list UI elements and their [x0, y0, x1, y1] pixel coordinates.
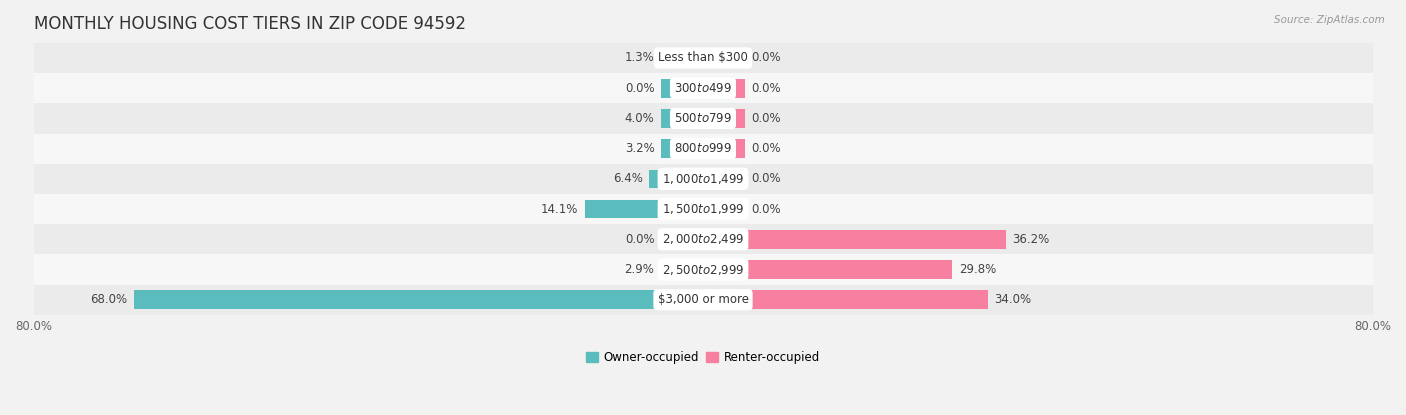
Bar: [134, 290, 703, 309]
Text: 0.0%: 0.0%: [752, 203, 782, 215]
Bar: [661, 139, 703, 158]
Text: 36.2%: 36.2%: [1012, 233, 1050, 246]
Text: 29.8%: 29.8%: [959, 263, 997, 276]
Bar: [34, 194, 1372, 224]
Bar: [34, 254, 1372, 285]
Text: 1.3%: 1.3%: [624, 51, 654, 64]
Text: $1,000 to $1,499: $1,000 to $1,499: [662, 172, 744, 186]
Bar: [703, 109, 745, 128]
Text: 68.0%: 68.0%: [90, 293, 127, 306]
Bar: [703, 169, 745, 188]
Bar: [703, 290, 987, 309]
Legend: Owner-occupied, Renter-occupied: Owner-occupied, Renter-occupied: [581, 347, 825, 369]
Text: 0.0%: 0.0%: [624, 233, 654, 246]
Text: $2,500 to $2,999: $2,500 to $2,999: [662, 263, 744, 276]
Text: $2,000 to $2,499: $2,000 to $2,499: [662, 232, 744, 247]
Text: $500 to $799: $500 to $799: [673, 112, 733, 125]
Bar: [34, 43, 1372, 73]
Bar: [703, 230, 1005, 249]
Bar: [34, 285, 1372, 315]
Text: 0.0%: 0.0%: [752, 82, 782, 95]
Bar: [703, 200, 745, 218]
Bar: [703, 79, 745, 98]
Text: 6.4%: 6.4%: [613, 172, 643, 186]
Text: $300 to $499: $300 to $499: [673, 82, 733, 95]
Text: 14.1%: 14.1%: [541, 203, 578, 215]
Text: MONTHLY HOUSING COST TIERS IN ZIP CODE 94592: MONTHLY HOUSING COST TIERS IN ZIP CODE 9…: [34, 15, 465, 33]
Text: 34.0%: 34.0%: [994, 293, 1032, 306]
Text: 0.0%: 0.0%: [752, 142, 782, 155]
Text: 2.9%: 2.9%: [624, 263, 654, 276]
Text: 0.0%: 0.0%: [752, 51, 782, 64]
Bar: [661, 109, 703, 128]
Bar: [34, 164, 1372, 194]
Bar: [661, 260, 703, 279]
Bar: [703, 260, 952, 279]
Text: Source: ZipAtlas.com: Source: ZipAtlas.com: [1274, 15, 1385, 24]
Text: $1,500 to $1,999: $1,500 to $1,999: [662, 202, 744, 216]
Text: 4.0%: 4.0%: [624, 112, 654, 125]
Bar: [34, 224, 1372, 254]
Text: $800 to $999: $800 to $999: [673, 142, 733, 155]
Text: 0.0%: 0.0%: [752, 112, 782, 125]
Bar: [650, 169, 703, 188]
Text: $3,000 or more: $3,000 or more: [658, 293, 748, 306]
Bar: [661, 79, 703, 98]
Text: Less than $300: Less than $300: [658, 51, 748, 64]
Bar: [34, 103, 1372, 134]
Text: 0.0%: 0.0%: [752, 172, 782, 186]
Text: 3.2%: 3.2%: [624, 142, 654, 155]
Bar: [661, 230, 703, 249]
Bar: [703, 139, 745, 158]
Bar: [585, 200, 703, 218]
Text: 0.0%: 0.0%: [624, 82, 654, 95]
Bar: [703, 49, 745, 67]
Bar: [34, 73, 1372, 103]
Bar: [34, 134, 1372, 164]
Bar: [661, 49, 703, 67]
